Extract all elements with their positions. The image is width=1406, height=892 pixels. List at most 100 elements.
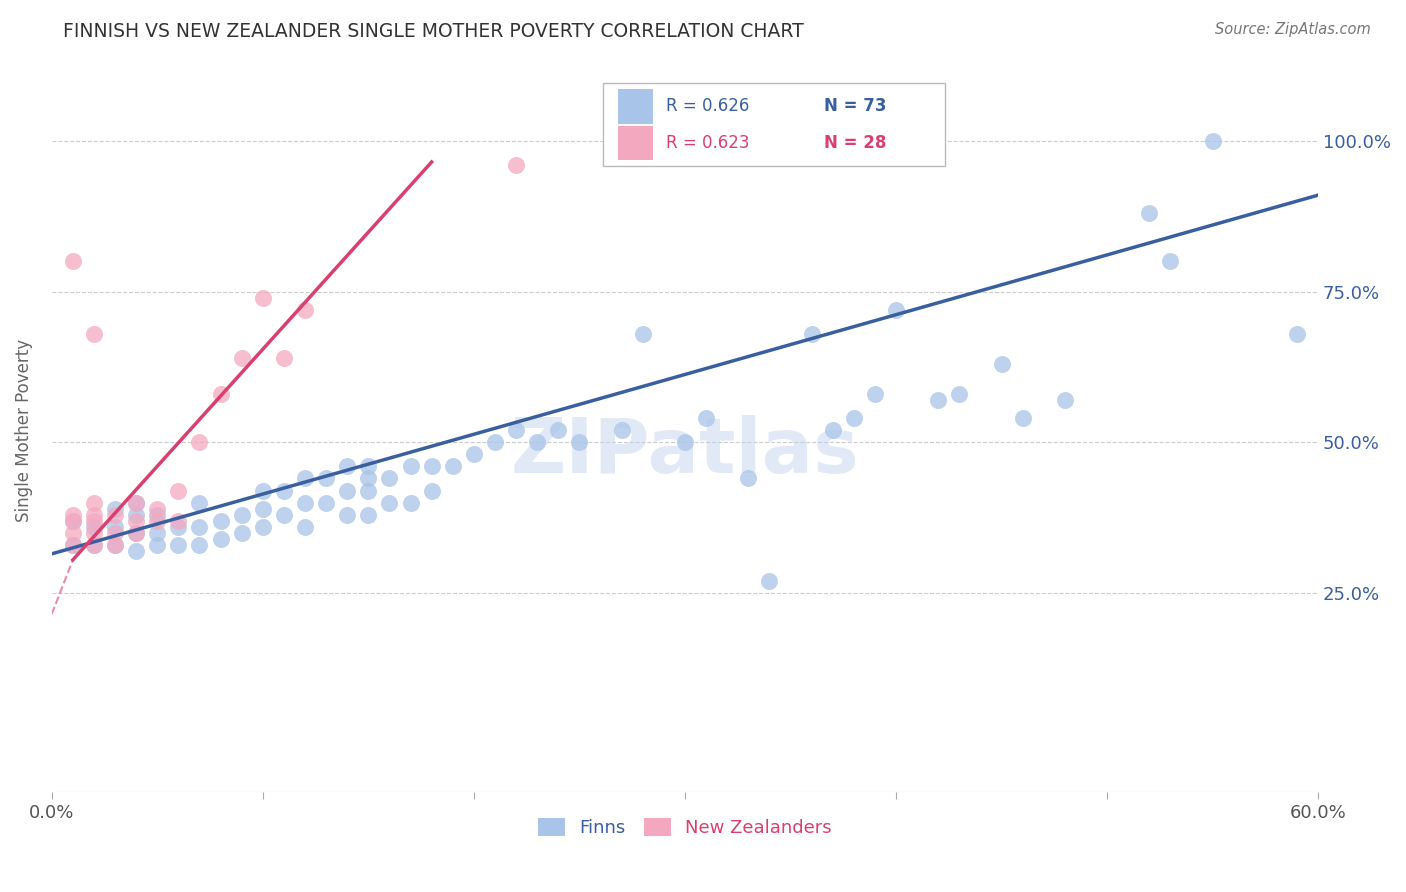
Point — [62, 514, 84, 528]
Point — [62, 538, 84, 552]
Point — [842, 411, 865, 425]
Point — [83, 495, 105, 509]
Point — [146, 514, 169, 528]
Point — [62, 525, 84, 540]
Point — [357, 471, 380, 485]
Point — [167, 538, 190, 552]
Point — [209, 387, 232, 401]
Point — [104, 519, 127, 533]
Point — [294, 495, 316, 509]
Point — [420, 459, 443, 474]
Text: R = 0.626: R = 0.626 — [666, 97, 749, 115]
Point — [631, 326, 654, 341]
Point — [357, 459, 380, 474]
Legend: Finns, New Zealanders: Finns, New Zealanders — [530, 811, 839, 845]
Point — [83, 514, 105, 528]
Point — [463, 447, 485, 461]
Point — [273, 508, 295, 522]
Point — [146, 501, 169, 516]
Point — [505, 423, 527, 437]
Point — [252, 483, 274, 498]
Point — [1053, 393, 1076, 408]
Point — [83, 508, 105, 522]
Point — [209, 532, 232, 546]
Text: FINNISH VS NEW ZEALANDER SINGLE MOTHER POVERTY CORRELATION CHART: FINNISH VS NEW ZEALANDER SINGLE MOTHER P… — [63, 22, 804, 41]
Point — [441, 459, 464, 474]
Point — [104, 525, 127, 540]
Point — [758, 574, 780, 588]
Point — [62, 538, 84, 552]
Point — [336, 508, 359, 522]
FancyBboxPatch shape — [617, 126, 654, 161]
Point — [863, 387, 886, 401]
Point — [990, 357, 1012, 371]
Point — [568, 435, 591, 450]
Point — [420, 483, 443, 498]
Point — [252, 501, 274, 516]
Point — [146, 525, 169, 540]
Point — [125, 525, 148, 540]
Point — [884, 302, 907, 317]
Point — [357, 483, 380, 498]
Point — [188, 519, 211, 533]
Point — [62, 508, 84, 522]
Point — [273, 483, 295, 498]
Text: Source: ZipAtlas.com: Source: ZipAtlas.com — [1215, 22, 1371, 37]
Point — [167, 519, 190, 533]
Point — [125, 508, 148, 522]
Point — [273, 351, 295, 365]
Point — [83, 326, 105, 341]
Point — [737, 471, 759, 485]
Point — [62, 254, 84, 268]
Point — [315, 495, 337, 509]
Point — [399, 459, 422, 474]
Point — [209, 514, 232, 528]
Point — [800, 326, 823, 341]
Point — [948, 387, 970, 401]
Point — [125, 525, 148, 540]
Text: R = 0.623: R = 0.623 — [666, 134, 749, 152]
Text: ZIPatlas: ZIPatlas — [510, 415, 859, 489]
Point — [125, 544, 148, 558]
Point — [125, 514, 148, 528]
Point — [484, 435, 506, 450]
Point — [146, 538, 169, 552]
Point — [1201, 134, 1223, 148]
Point — [167, 514, 190, 528]
Point — [505, 158, 527, 172]
Point — [1011, 411, 1033, 425]
Point — [315, 471, 337, 485]
Point — [83, 538, 105, 552]
Point — [252, 291, 274, 305]
Point — [399, 495, 422, 509]
Point — [294, 519, 316, 533]
Point — [231, 508, 253, 522]
Point — [83, 519, 105, 533]
Point — [610, 423, 633, 437]
Point — [294, 302, 316, 317]
Point — [125, 495, 148, 509]
FancyBboxPatch shape — [603, 83, 945, 166]
Point — [1285, 326, 1308, 341]
Point — [231, 525, 253, 540]
Point — [83, 538, 105, 552]
Point — [526, 435, 548, 450]
Point — [378, 471, 401, 485]
Point — [357, 508, 380, 522]
Point — [62, 514, 84, 528]
Point — [188, 435, 211, 450]
Point — [336, 459, 359, 474]
Point — [146, 508, 169, 522]
Point — [1159, 254, 1181, 268]
Point — [294, 471, 316, 485]
Text: N = 28: N = 28 — [824, 134, 887, 152]
Point — [927, 393, 949, 408]
Point — [125, 495, 148, 509]
Point — [378, 495, 401, 509]
Point — [695, 411, 717, 425]
Point — [252, 519, 274, 533]
Point — [188, 495, 211, 509]
Point — [821, 423, 844, 437]
Point — [1137, 206, 1160, 220]
Point — [104, 538, 127, 552]
